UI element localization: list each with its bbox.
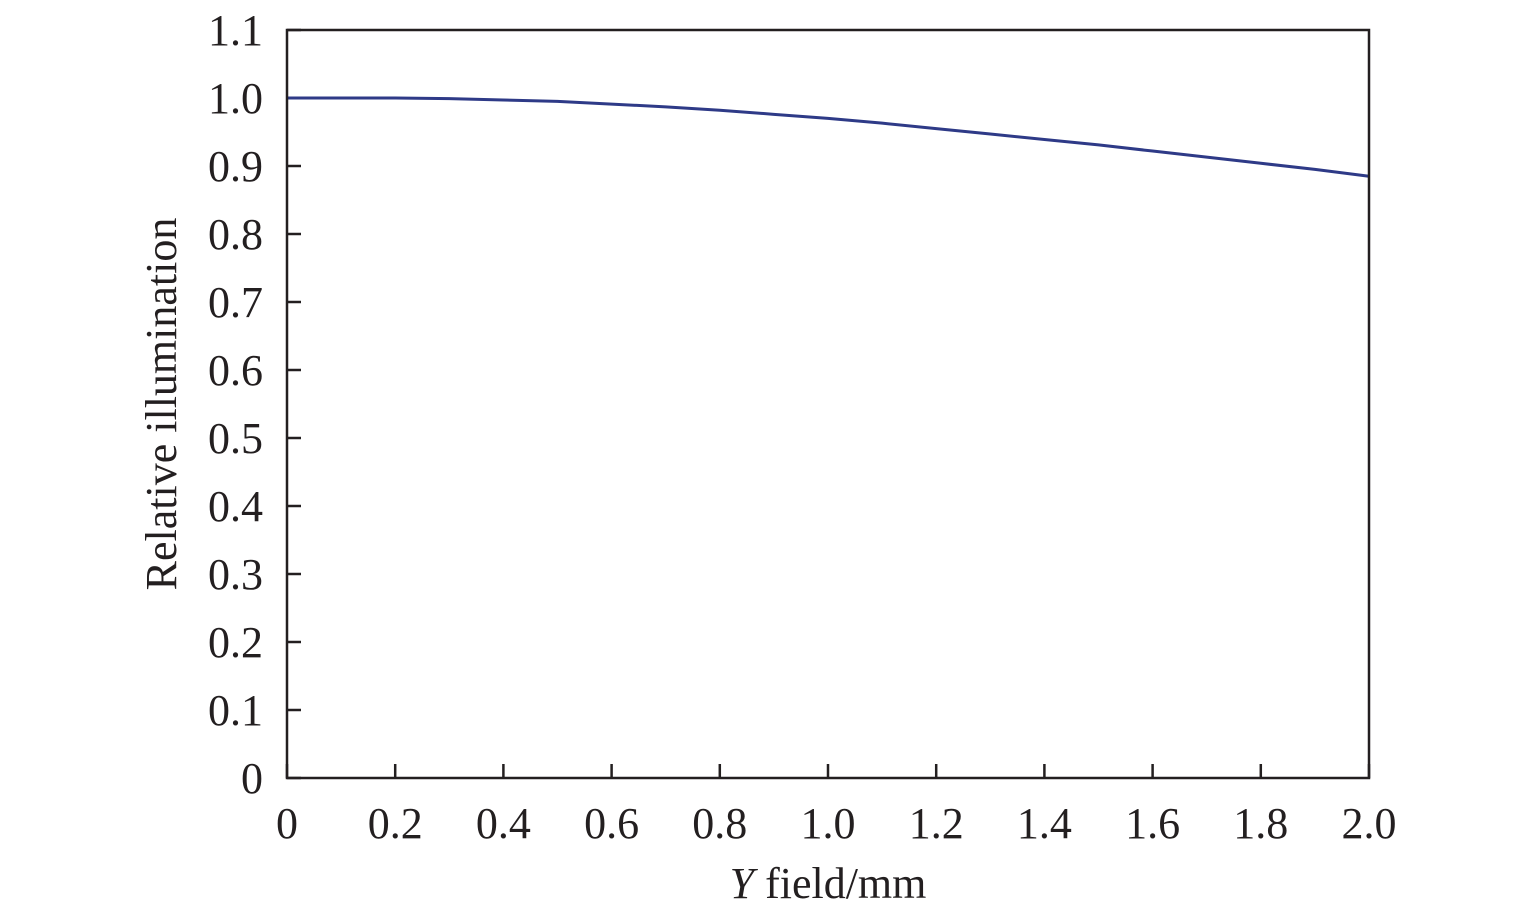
x-tick-label: 2.0 [1342, 799, 1397, 848]
y-tick-label: 0.9 [208, 142, 263, 191]
x-tick-label: 0.8 [692, 799, 747, 848]
x-tick-label: 0 [276, 799, 298, 848]
series-layer [287, 96, 1370, 178]
y-tick-label: 0 [241, 754, 263, 803]
tick-labels-layer: 0 0.2 0.4 0.6 0.8 1.0 1.2 1.4 1.6 1.8 2.0 0 0.1 0.2 0.… [208, 6, 1397, 848]
y-tick-label: 0.5 [208, 414, 263, 463]
x-tick-label: 1.4 [1017, 799, 1072, 848]
x-axis-label-rest: field/mm [754, 859, 926, 908]
x-tick-label: 1.8 [1233, 799, 1288, 848]
x-tick-label: 1.0 [801, 799, 856, 848]
y-tick-label: 0.8 [208, 210, 263, 259]
x-tick-label: 1.2 [909, 799, 964, 848]
y-tick-label: 0.3 [208, 550, 263, 599]
x-axis-label-italic: Y [730, 859, 759, 908]
y-tick-label: 0.1 [208, 686, 263, 735]
y-tick-label: 0.7 [208, 278, 263, 327]
x-tick-label: 1.6 [1125, 799, 1180, 848]
ticks-layer [285, 28, 1371, 780]
series-line-relative-illumination [287, 96, 1370, 178]
y-tick-label: 1.1 [208, 6, 263, 55]
y-tick-label: 0.2 [208, 618, 263, 667]
x-axis-label: Y field/mm [730, 859, 927, 908]
x-tick-label: 0.6 [584, 799, 639, 848]
x-tick-label: 0.4 [476, 799, 531, 848]
y-axis-label: Relative illumination [137, 218, 186, 591]
y-tick-label: 1.0 [208, 74, 263, 123]
y-tick-label: 0.4 [208, 482, 263, 531]
plot-area-frame [285, 28, 1371, 780]
x-tick-label: 0.2 [368, 799, 423, 848]
y-tick-label: 0.6 [208, 346, 263, 395]
